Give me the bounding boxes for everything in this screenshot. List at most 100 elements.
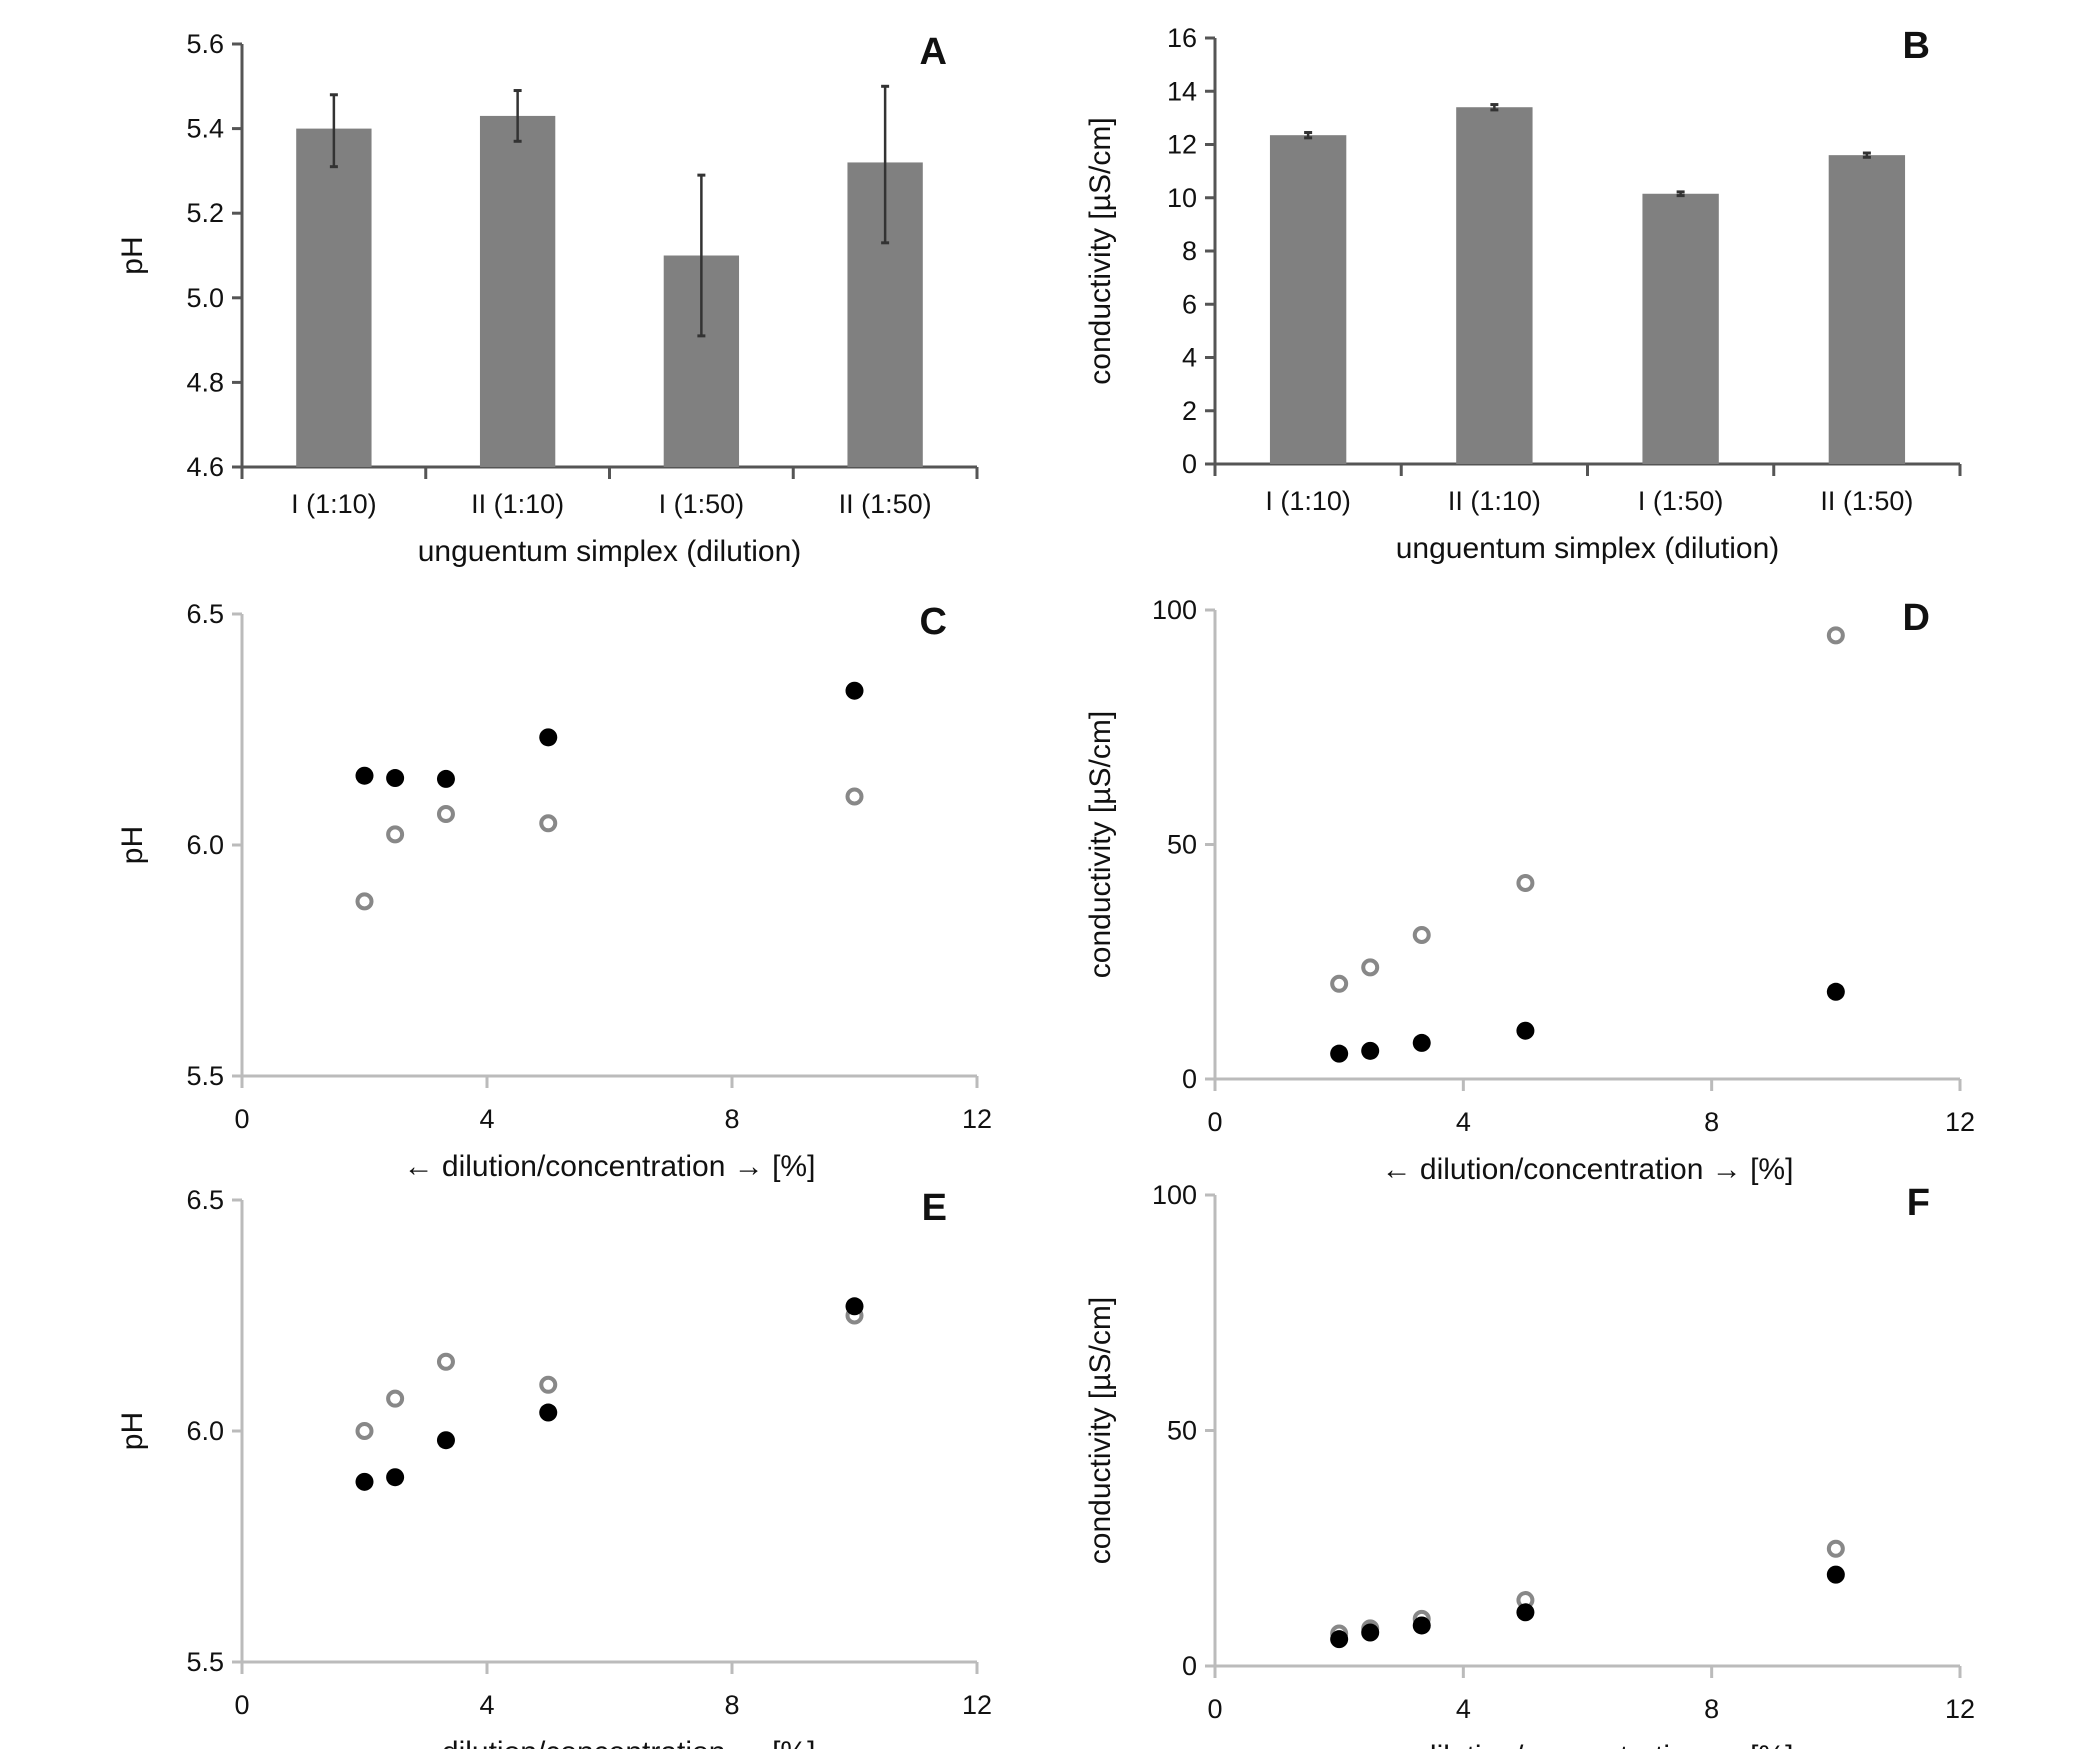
- y-tick-label: 6.0: [186, 1416, 224, 1446]
- bar: [1642, 193, 1719, 464]
- data-point-filled: [845, 681, 864, 700]
- y-tick-label: 5.2: [186, 198, 224, 228]
- x-tick-label: 12: [1945, 1694, 1975, 1724]
- panel-label: A: [920, 31, 947, 73]
- data-point-open: [436, 1352, 455, 1371]
- y-tick-label: 0: [1182, 449, 1197, 479]
- x-tick-label: II (1:10): [471, 489, 564, 519]
- data-point-open: [1516, 873, 1535, 892]
- data-point-filled: [1361, 1623, 1380, 1642]
- data-point-filled: [1516, 1603, 1535, 1622]
- y-tick-label: 100: [1152, 595, 1197, 625]
- x-axis-label: ← dilution/concentration → [%]: [1382, 1153, 1794, 1186]
- x-axis-label: ← dilution/concentration → [%]: [404, 1736, 816, 1749]
- x-tick-label: 0: [234, 1104, 249, 1134]
- x-tick-label: II (1:10): [1448, 486, 1541, 516]
- data-point-filled: [355, 766, 374, 785]
- x-tick-label: I (1:10): [291, 489, 377, 519]
- panel-a: A 4.6 4.8 5.0 5.2 5.4 5.6 pH I (1:10) II (1:10) I …: [116, 29, 979, 568]
- y-tick-label: 6: [1182, 289, 1197, 319]
- x-tick-label: 8: [724, 1104, 739, 1134]
- data-point-filled: [1826, 982, 1845, 1001]
- panel-f: F 0 50 100 conductivity [µS/cm] 0 4 8 12 ← diluti…: [1084, 1180, 1975, 1749]
- x-tick-label: 0: [234, 1690, 249, 1720]
- bar: [296, 128, 372, 467]
- data-point-filled: [1361, 1041, 1380, 1060]
- data-point-open: [1826, 626, 1845, 645]
- y-axis-label: conductivity [µS/cm]: [1084, 711, 1117, 978]
- x-axis-label: unguentum simplex (dilution): [1396, 532, 1780, 565]
- y-tick-label: 12: [1167, 130, 1197, 160]
- data-point-open: [1330, 974, 1349, 993]
- data-point-open: [386, 825, 405, 844]
- data-point-filled: [436, 1431, 455, 1450]
- x-tick-label: 12: [1945, 1107, 1975, 1137]
- x-tick-label: 8: [1704, 1694, 1719, 1724]
- panel-c: C 5.5 6.0 6.5 pH 0 4 8 12 ← dilution/concentratio…: [116, 599, 992, 1183]
- data-point-filled: [386, 769, 405, 788]
- y-tick-label: 5.6: [186, 29, 224, 59]
- x-tick-label: 8: [1704, 1107, 1719, 1137]
- y-tick-label: 0: [1182, 1651, 1197, 1681]
- data-point-open: [539, 1375, 558, 1394]
- x-tick-label: II (1:50): [1820, 486, 1913, 516]
- data-point-filled: [539, 728, 558, 747]
- data-point-filled: [355, 1472, 374, 1491]
- bar: [1269, 135, 1347, 464]
- data-point-filled: [1826, 1565, 1845, 1584]
- data-point-open: [845, 787, 864, 806]
- data-point-open: [386, 1389, 405, 1408]
- y-axis-label: pH: [116, 1412, 149, 1450]
- x-axis-label: unguentum simplex (dilution): [418, 535, 802, 568]
- y-tick-label: 6.0: [186, 830, 224, 860]
- x-tick-label: 0: [1207, 1107, 1222, 1137]
- panel-label: F: [1907, 1182, 1930, 1224]
- data-point-open: [1826, 1539, 1845, 1558]
- x-tick-label: I (1:50): [659, 489, 745, 519]
- y-tick-label: 14: [1167, 76, 1197, 106]
- y-tick-label: 16: [1167, 23, 1197, 53]
- data-point-open: [1412, 926, 1431, 945]
- y-axis-label: pH: [116, 826, 149, 864]
- x-tick-label: 12: [962, 1104, 992, 1134]
- panel-label: D: [1903, 597, 1930, 639]
- panel-d: D 0 50 100 conductivity [µS/cm] 0 4 8 12 ← diluti…: [1084, 595, 1975, 1186]
- x-tick-label: 4: [1456, 1694, 1471, 1724]
- x-axis-label: ← dilution/concentration → [%]: [1382, 1740, 1794, 1749]
- data-point-filled: [1412, 1616, 1431, 1635]
- y-tick-label: 5.5: [186, 1647, 224, 1677]
- y-tick-label: 8: [1182, 236, 1197, 266]
- y-axis-label: conductivity [µS/cm]: [1084, 1297, 1117, 1564]
- bar: [1456, 107, 1533, 464]
- y-tick-label: 2: [1182, 396, 1197, 426]
- data-point-filled: [1330, 1630, 1349, 1649]
- y-tick-label: 0: [1182, 1064, 1197, 1094]
- data-point-filled: [436, 769, 455, 788]
- panel-label: B: [1903, 25, 1930, 67]
- panel-b: B 0 2 4 6 8 10 12 14 16 conductivity [µS/cm] I (1:1…: [1084, 23, 1962, 565]
- y-tick-label: 4.8: [186, 367, 224, 397]
- data-point-open: [355, 1422, 374, 1440]
- y-axis-label: pH: [116, 236, 149, 274]
- x-tick-label: 0: [1207, 1694, 1222, 1724]
- y-tick-label: 5.0: [186, 283, 224, 313]
- x-tick-label: 4: [479, 1690, 494, 1720]
- data-point-open: [539, 814, 558, 833]
- y-tick-label: 5.5: [186, 1061, 224, 1091]
- panel-e: E 5.5 6.0 6.5 pH 0 4 8 12 ← dilution/concentratio…: [116, 1185, 992, 1749]
- data-point-filled: [845, 1297, 864, 1316]
- data-point-filled: [539, 1403, 558, 1422]
- y-tick-label: 6.5: [186, 599, 224, 629]
- bar: [479, 115, 556, 467]
- x-axis-label: ← dilution/concentration → [%]: [404, 1150, 816, 1183]
- x-tick-label: 4: [1456, 1107, 1471, 1137]
- x-tick-label: 12: [962, 1690, 992, 1720]
- y-tick-label: 6.5: [186, 1185, 224, 1215]
- x-tick-label: I (1:50): [1638, 486, 1724, 516]
- x-tick-label: 8: [724, 1690, 739, 1720]
- data-point-filled: [1516, 1021, 1535, 1040]
- bar: [1828, 155, 1906, 464]
- y-tick-label: 50: [1167, 1416, 1197, 1446]
- data-point-open: [1361, 958, 1380, 977]
